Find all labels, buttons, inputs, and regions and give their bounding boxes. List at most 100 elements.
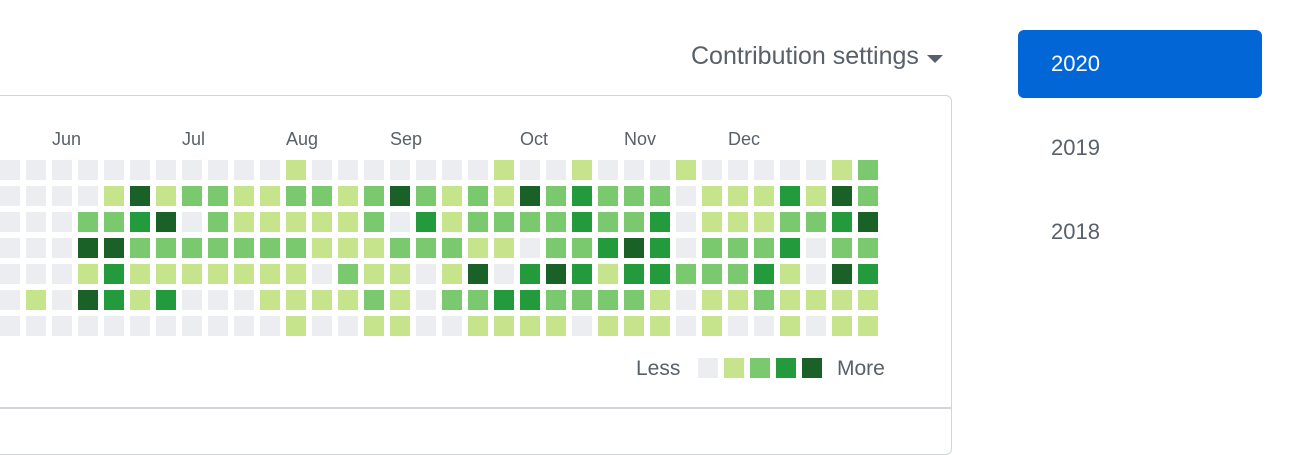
contribution-day-cell[interactable] xyxy=(728,264,748,284)
contribution-day-cell[interactable] xyxy=(234,238,254,258)
contribution-day-cell[interactable] xyxy=(390,160,410,180)
contribution-day-cell[interactable] xyxy=(832,160,852,180)
contribution-day-cell[interactable] xyxy=(78,186,98,206)
contribution-day-cell[interactable] xyxy=(208,186,228,206)
contribution-day-cell[interactable] xyxy=(156,290,176,310)
contribution-day-cell[interactable] xyxy=(520,212,540,232)
contribution-day-cell[interactable] xyxy=(598,186,618,206)
contribution-day-cell[interactable] xyxy=(468,160,488,180)
contribution-day-cell[interactable] xyxy=(442,264,462,284)
contribution-day-cell[interactable] xyxy=(182,290,202,310)
contribution-day-cell[interactable] xyxy=(494,186,514,206)
contribution-day-cell[interactable] xyxy=(676,160,696,180)
contribution-day-cell[interactable] xyxy=(52,212,72,232)
contribution-day-cell[interactable] xyxy=(624,316,644,336)
contribution-day-cell[interactable] xyxy=(234,212,254,232)
contribution-day-cell[interactable] xyxy=(156,316,176,336)
contribution-day-cell[interactable] xyxy=(702,290,722,310)
contribution-day-cell[interactable] xyxy=(364,238,384,258)
contribution-day-cell[interactable] xyxy=(780,186,800,206)
year-2019-button[interactable]: 2019 xyxy=(1051,135,1100,160)
contribution-day-cell[interactable] xyxy=(104,238,124,258)
contribution-day-cell[interactable] xyxy=(728,186,748,206)
contribution-day-cell[interactable] xyxy=(156,212,176,232)
contribution-day-cell[interactable] xyxy=(702,238,722,258)
contribution-day-cell[interactable] xyxy=(260,316,280,336)
contribution-day-cell[interactable] xyxy=(312,186,332,206)
contribution-day-cell[interactable] xyxy=(624,160,644,180)
contribution-day-cell[interactable] xyxy=(780,160,800,180)
contribution-day-cell[interactable] xyxy=(494,212,514,232)
contribution-day-cell[interactable] xyxy=(494,238,514,258)
contribution-day-cell[interactable] xyxy=(0,238,20,258)
contribution-day-cell[interactable] xyxy=(676,212,696,232)
contribution-day-cell[interactable] xyxy=(780,290,800,310)
contribution-day-cell[interactable] xyxy=(130,316,150,336)
contribution-day-cell[interactable] xyxy=(390,212,410,232)
contribution-day-cell[interactable] xyxy=(312,160,332,180)
contribution-day-cell[interactable] xyxy=(624,264,644,284)
contribution-day-cell[interactable] xyxy=(468,264,488,284)
contribution-day-cell[interactable] xyxy=(130,186,150,206)
contribution-day-cell[interactable] xyxy=(624,186,644,206)
contribution-day-cell[interactable] xyxy=(442,316,462,336)
contribution-day-cell[interactable] xyxy=(52,186,72,206)
contribution-day-cell[interactable] xyxy=(208,212,228,232)
contribution-day-cell[interactable] xyxy=(0,212,20,232)
contribution-day-cell[interactable] xyxy=(52,264,72,284)
contribution-day-cell[interactable] xyxy=(546,316,566,336)
contribution-day-cell[interactable] xyxy=(676,264,696,284)
contribution-day-cell[interactable] xyxy=(78,264,98,284)
contribution-day-cell[interactable] xyxy=(806,238,826,258)
contribution-day-cell[interactable] xyxy=(754,238,774,258)
contribution-day-cell[interactable] xyxy=(520,264,540,284)
contribution-day-cell[interactable] xyxy=(676,238,696,258)
contribution-day-cell[interactable] xyxy=(234,160,254,180)
contribution-day-cell[interactable] xyxy=(208,264,228,284)
contribution-day-cell[interactable] xyxy=(338,264,358,284)
contribution-day-cell[interactable] xyxy=(546,290,566,310)
contribution-day-cell[interactable] xyxy=(390,264,410,284)
contribution-day-cell[interactable] xyxy=(208,290,228,310)
contribution-day-cell[interactable] xyxy=(754,264,774,284)
contribution-day-cell[interactable] xyxy=(26,212,46,232)
contribution-day-cell[interactable] xyxy=(416,212,436,232)
contribution-day-cell[interactable] xyxy=(416,290,436,310)
contribution-day-cell[interactable] xyxy=(416,238,436,258)
contribution-day-cell[interactable] xyxy=(312,238,332,258)
contribution-day-cell[interactable] xyxy=(338,290,358,310)
contribution-day-cell[interactable] xyxy=(364,316,384,336)
contribution-day-cell[interactable] xyxy=(338,212,358,232)
contribution-day-cell[interactable] xyxy=(728,160,748,180)
contribution-day-cell[interactable] xyxy=(650,264,670,284)
contribution-day-cell[interactable] xyxy=(754,212,774,232)
contribution-day-cell[interactable] xyxy=(624,212,644,232)
contribution-day-cell[interactable] xyxy=(572,160,592,180)
contribution-day-cell[interactable] xyxy=(338,238,358,258)
contribution-day-cell[interactable] xyxy=(78,212,98,232)
contribution-day-cell[interactable] xyxy=(312,316,332,336)
contribution-day-cell[interactable] xyxy=(806,264,826,284)
contribution-day-cell[interactable] xyxy=(130,212,150,232)
contribution-day-cell[interactable] xyxy=(494,290,514,310)
year-2020-button[interactable]: 2020 xyxy=(1018,30,1262,98)
contribution-day-cell[interactable] xyxy=(676,186,696,206)
contribution-day-cell[interactable] xyxy=(572,186,592,206)
contribution-day-cell[interactable] xyxy=(520,160,540,180)
contribution-day-cell[interactable] xyxy=(494,316,514,336)
contribution-day-cell[interactable] xyxy=(0,264,20,284)
contribution-day-cell[interactable] xyxy=(78,290,98,310)
contribution-day-cell[interactable] xyxy=(546,186,566,206)
contribution-day-cell[interactable] xyxy=(156,264,176,284)
contribution-day-cell[interactable] xyxy=(598,160,618,180)
contribution-day-cell[interactable] xyxy=(416,316,436,336)
contribution-day-cell[interactable] xyxy=(858,186,878,206)
contribution-day-cell[interactable] xyxy=(312,212,332,232)
contribution-day-cell[interactable] xyxy=(858,160,878,180)
contribution-day-cell[interactable] xyxy=(104,212,124,232)
contribution-day-cell[interactable] xyxy=(598,238,618,258)
contribution-day-cell[interactable] xyxy=(442,186,462,206)
contribution-day-cell[interactable] xyxy=(702,264,722,284)
contribution-day-cell[interactable] xyxy=(598,212,618,232)
contribution-day-cell[interactable] xyxy=(52,160,72,180)
